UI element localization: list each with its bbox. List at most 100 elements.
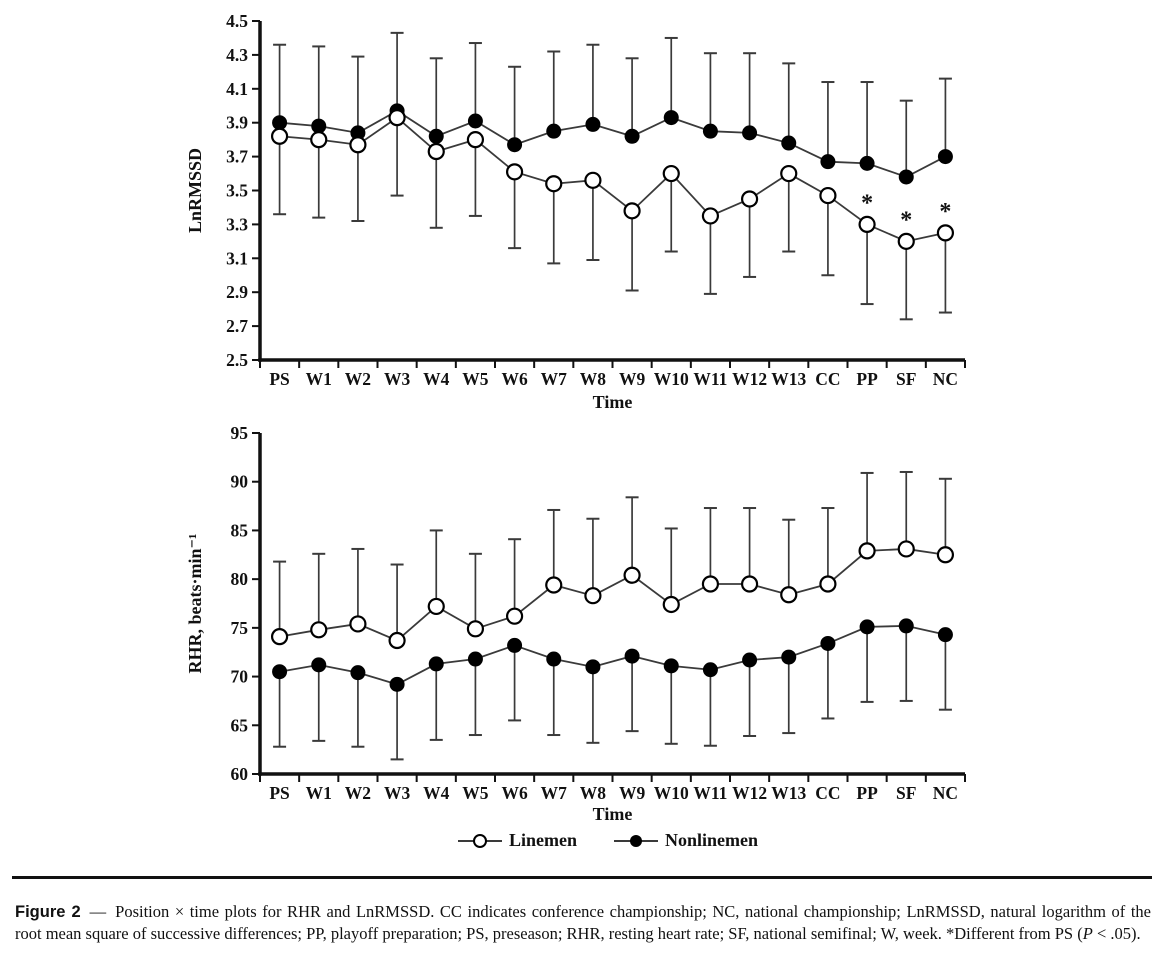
series-line-nonlinemen	[279, 625, 946, 686]
data-point-nonlinemen	[624, 128, 640, 144]
data-point-linemen	[740, 575, 759, 593]
x-category-label: W12	[732, 783, 767, 803]
data-point-nonlinemen	[585, 659, 601, 675]
data-point-linemen	[545, 576, 563, 594]
x-category-label: W7	[541, 783, 568, 803]
x-category-label: PS	[269, 369, 289, 389]
data-point-nonlinemen	[742, 125, 758, 141]
caption-dash: —	[89, 901, 107, 921]
data-point-linemen	[936, 546, 955, 564]
data-point-nonlinemen	[624, 648, 640, 664]
x-category-label: NC	[933, 783, 958, 803]
data-point-linemen	[701, 575, 720, 593]
data-point-nonlinemen	[820, 154, 836, 170]
x-category-label: W1	[306, 783, 332, 803]
y-tick-label: 90	[231, 472, 249, 492]
data-point-linemen	[662, 595, 680, 614]
y-tick-label: 3.7	[226, 147, 248, 167]
legend-item-linemen: Linemen	[457, 830, 577, 851]
x-category-label: W10	[654, 369, 689, 389]
x-category-label: W12	[732, 369, 767, 389]
data-point-linemen	[466, 620, 485, 638]
data-point-linemen	[819, 575, 837, 593]
data-point-linemen	[819, 186, 837, 205]
x-category-label: W13	[771, 369, 806, 389]
x-category-label: W6	[501, 783, 528, 803]
data-point-nonlinemen	[311, 657, 327, 673]
figure-label: Figure 2	[15, 902, 81, 921]
y-tick-label: 2.5	[226, 350, 248, 370]
data-point-linemen	[936, 224, 955, 242]
data-point-linemen	[466, 131, 485, 149]
data-point-nonlinemen	[781, 649, 797, 665]
y-axis-title: LnRMSSD	[185, 148, 205, 233]
data-point-linemen	[584, 171, 602, 189]
x-category-label: PS	[269, 783, 289, 803]
x-category-label: PP	[856, 369, 878, 389]
y-tick-label: 4.3	[226, 45, 248, 65]
y-tick-label: 60	[231, 764, 249, 784]
legend-label: Nonlinemen	[665, 830, 759, 850]
caption-body-end: < .05).	[1092, 923, 1141, 943]
data-point-linemen	[662, 164, 680, 183]
data-point-linemen	[505, 607, 524, 625]
data-point-nonlinemen	[937, 149, 953, 165]
data-point-linemen	[623, 566, 641, 584]
data-point-linemen	[427, 597, 445, 616]
x-axis-title: Time	[593, 804, 633, 824]
x-category-label: W3	[384, 369, 411, 389]
data-point-nonlinemen	[898, 169, 914, 185]
x-category-label: W4	[423, 369, 450, 389]
data-point-nonlinemen	[272, 115, 288, 131]
x-category-label: W5	[462, 783, 489, 803]
data-point-linemen	[584, 587, 602, 605]
x-category-label: W11	[693, 369, 727, 389]
data-point-linemen	[858, 542, 876, 560]
x-category-label: W5	[462, 369, 489, 389]
y-tick-label: 4.5	[226, 11, 248, 31]
y-tick-label: 70	[231, 667, 249, 687]
y-tick-label: 4.1	[226, 79, 248, 99]
data-point-linemen	[427, 142, 445, 161]
legend-marker-circle	[630, 834, 642, 847]
data-point-nonlinemen	[702, 123, 718, 139]
data-point-nonlinemen	[467, 113, 483, 129]
data-point-linemen	[897, 232, 915, 250]
data-point-nonlinemen	[272, 664, 288, 680]
data-point-linemen	[780, 586, 798, 604]
y-tick-label: 80	[231, 569, 249, 589]
caption-body: Position × time plots for RHR and LnRMSS…	[15, 901, 1152, 943]
data-point-nonlinemen	[350, 125, 366, 141]
y-tick-label: 3.5	[226, 181, 248, 201]
figure-caption: Figure 2 — Position × time plots for RHR a…	[15, 901, 1151, 945]
y-axis-title: RHR, beats·min⁻¹	[185, 534, 205, 674]
y-tick-label: 2.9	[226, 282, 248, 302]
data-point-nonlinemen	[898, 618, 914, 634]
data-point-nonlinemen	[781, 135, 797, 151]
data-point-linemen	[505, 163, 524, 181]
caption-p-symbol: P	[1082, 923, 1093, 943]
y-tick-label: 3.1	[226, 248, 248, 268]
data-point-linemen	[388, 109, 406, 127]
data-point-nonlinemen	[820, 635, 836, 651]
y-tick-label: 85	[231, 520, 249, 540]
x-category-label: W8	[580, 783, 607, 803]
x-category-label: W1	[306, 369, 332, 389]
y-tick-label: 3.3	[226, 214, 248, 234]
data-point-linemen	[701, 207, 720, 225]
data-point-linemen	[310, 621, 328, 639]
x-category-label: W11	[693, 783, 727, 803]
x-category-label: W2	[345, 369, 371, 389]
chart-legend: Linemen Nonlinemen	[185, 830, 1030, 851]
y-tick-label: 3.9	[226, 113, 248, 133]
open-circle-marker-icon	[457, 833, 502, 848]
data-point-nonlinemen	[467, 651, 483, 667]
data-point-linemen	[270, 127, 289, 145]
data-point-linemen	[545, 175, 563, 193]
data-point-linemen	[349, 615, 367, 633]
x-category-label: W6	[501, 369, 528, 389]
data-point-nonlinemen	[585, 116, 601, 132]
x-category-label: W2	[345, 783, 371, 803]
